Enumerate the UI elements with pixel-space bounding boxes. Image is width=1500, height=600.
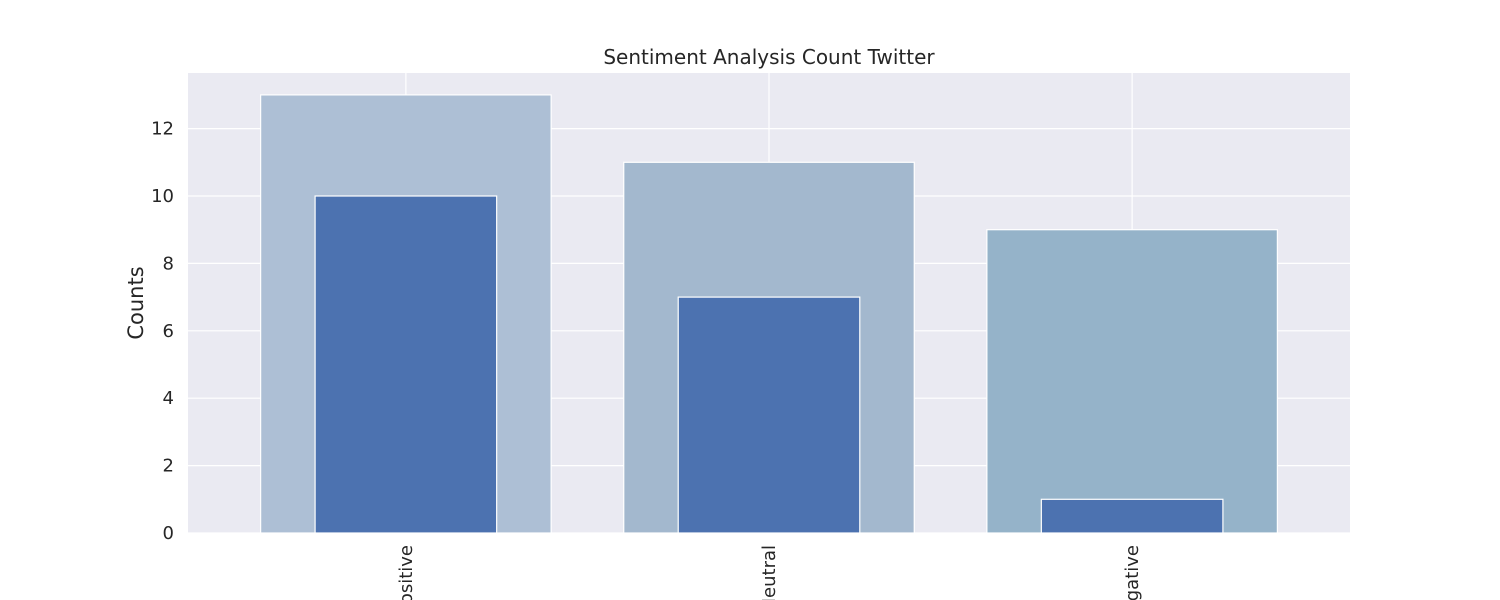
y-tick-label: 6 (163, 321, 174, 342)
chart-title: Sentiment Analysis Count Twitter (603, 45, 935, 69)
bar-inner-neutral (677, 296, 861, 534)
y-tick-label: 4 (163, 388, 174, 409)
x-tick-label: Negative (1122, 545, 1143, 600)
bar-inner-positive (314, 195, 498, 534)
x-tick-label: Positive (396, 545, 417, 600)
y-tick-label: 0 (163, 523, 174, 544)
y-tick-label: 8 (163, 253, 174, 274)
y-tick-label: 2 (163, 456, 174, 477)
ticks: 0 2 4 6 8 10 12 Positive Neutral Negative (151, 119, 1143, 600)
bars (260, 94, 1278, 534)
y-tick-label: 10 (151, 186, 174, 207)
y-axis-label: Counts (124, 266, 148, 339)
x-tick-label: Neutral (759, 545, 780, 600)
bar-total-negative (986, 229, 1278, 534)
bar-inner-negative (1040, 498, 1224, 534)
y-tick-label: 12 (151, 119, 174, 140)
